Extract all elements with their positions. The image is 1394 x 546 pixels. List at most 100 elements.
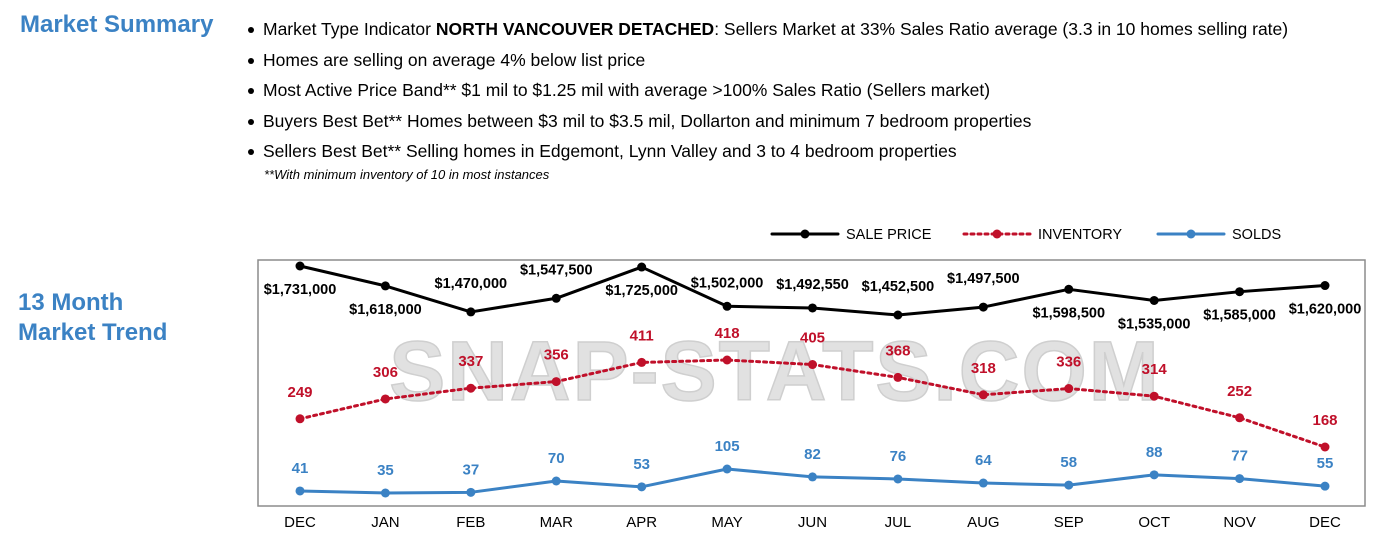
data-point <box>295 486 305 496</box>
data-point <box>893 372 903 382</box>
data-labels: $1,731,000 $1,618,000 $1,470,000 $1,547,500… <box>264 262 1362 479</box>
data-label: 336 <box>1056 354 1081 371</box>
data-point <box>1064 384 1074 394</box>
summary-bullet: Buyers Best Bet** Homes between $3 mil t… <box>246 106 1288 137</box>
summary-bullet: Most Active Price Band** $1 mil to $1.25… <box>246 75 1288 106</box>
data-point <box>808 472 817 482</box>
data-point <box>1320 481 1330 491</box>
bullet-text: Most Active Price Band** $1 mil to $1.25… <box>263 80 991 100</box>
x-tick-label: DEC <box>284 514 316 531</box>
data-label: 168 <box>1312 412 1337 429</box>
data-label: 405 <box>800 330 825 347</box>
data-point <box>1149 470 1159 480</box>
legend-label: INVENTORY <box>1038 227 1122 243</box>
summary-bullet: Market Type Indicator NORTH VANCOUVER DE… <box>246 14 1288 45</box>
trend-title-line: 13 Month <box>18 289 124 316</box>
data-point <box>637 482 647 492</box>
x-tick-label: AUG <box>967 514 1000 531</box>
watermark: SNAP-STATS.COM <box>389 324 1161 418</box>
data-label: $1,598,500 <box>1032 305 1105 321</box>
summary-bullet: Sellers Best Bet** Selling homes in Edge… <box>246 136 1288 167</box>
summary-bullet-list: Market Type Indicator NORTH VANCOUVER DE… <box>246 14 1288 167</box>
legend-marker <box>1186 229 1196 239</box>
data-label: 37 <box>462 461 479 478</box>
data-point <box>893 474 903 484</box>
data-point <box>978 302 988 312</box>
data-label: 314 <box>1142 361 1168 378</box>
legend-marker <box>992 229 1002 239</box>
data-point <box>722 301 732 311</box>
data-label: 70 <box>548 450 565 467</box>
legend: SALE PRICE INVENTORY SOLDS <box>770 227 1281 243</box>
data-label: $1,618,000 <box>349 302 422 318</box>
data-label: 77 <box>1231 448 1248 465</box>
data-point <box>978 478 988 488</box>
series-lines <box>295 261 1330 498</box>
market-name: NORTH VANCOUVER DETACHED <box>435 19 715 39</box>
data-point <box>1064 284 1074 294</box>
data-point <box>466 487 476 497</box>
data-label: 105 <box>715 438 740 455</box>
x-tick-label: DEC <box>1309 514 1341 531</box>
x-tick-label: FEB <box>456 514 485 531</box>
data-point <box>722 464 732 474</box>
data-label: 252 <box>1227 383 1252 400</box>
data-point <box>551 476 561 486</box>
trend-title-line: Market Trend <box>18 319 168 346</box>
market-summary-title: Market Summary <box>20 11 214 38</box>
data-label: 76 <box>890 448 907 465</box>
data-label: 88 <box>1146 444 1163 461</box>
x-axis-tick-labels: DEC JAN FEB MAR APR MAY JUN JUL AUG SEP OCT NOV DEC <box>284 514 1341 531</box>
data-point <box>380 488 390 498</box>
data-point <box>551 293 561 303</box>
data-point <box>1235 413 1245 423</box>
data-point <box>1149 295 1159 305</box>
data-label: 64 <box>975 452 992 469</box>
data-point <box>637 357 647 367</box>
data-label: 356 <box>544 347 569 364</box>
data-label: $1,535,000 <box>1118 316 1191 332</box>
data-label: 368 <box>885 342 910 359</box>
legend-label: SALE PRICE <box>846 227 932 243</box>
data-point <box>1149 391 1159 401</box>
data-point <box>1064 480 1074 490</box>
market-trend-title: 13 Month Market Trend <box>18 288 167 348</box>
legend-marker <box>800 229 810 239</box>
data-point <box>295 261 305 271</box>
data-label: $1,452,500 <box>862 279 935 295</box>
bullet-text: Homes are selling on average 4% below li… <box>263 49 646 70</box>
data-label: $1,470,000 <box>435 276 508 292</box>
data-label: 411 <box>630 327 654 344</box>
data-point <box>380 281 390 291</box>
x-tick-label: SEP <box>1054 514 1084 531</box>
data-label: 318 <box>971 360 996 377</box>
data-point <box>1235 287 1245 297</box>
data-point <box>808 360 817 370</box>
data-point <box>380 394 390 404</box>
data-label: 35 <box>377 462 394 479</box>
summary-bullet: Homes are selling on average 4% below li… <box>246 45 1288 76</box>
data-point <box>893 310 903 320</box>
data-label: 306 <box>373 364 398 381</box>
data-label: 53 <box>633 456 650 473</box>
footnote: **With minimum inventory of 10 in most i… <box>264 167 550 182</box>
x-tick-label: APR <box>626 514 657 531</box>
data-point <box>722 355 732 365</box>
data-point <box>1320 281 1330 291</box>
data-label: $1,725,000 <box>605 283 678 299</box>
x-tick-label: NOV <box>1223 514 1256 531</box>
data-label: 249 <box>287 384 312 401</box>
plot-frame <box>257 259 1366 507</box>
data-label: 58 <box>1060 454 1077 471</box>
data-label: 41 <box>292 460 309 477</box>
bullet-text: Buyers Best Bet** Homes between $3 mil t… <box>263 110 1032 131</box>
x-tick-label: MAR <box>540 514 574 531</box>
x-tick-label: JUN <box>798 514 827 531</box>
bullet-text: Sellers Best Bet** Selling homes in Edge… <box>263 141 957 161</box>
data-point <box>637 262 647 272</box>
x-tick-label: MAY <box>711 514 742 531</box>
data-label: $1,620,000 <box>1289 302 1362 318</box>
data-label: $1,547,500 <box>520 262 593 278</box>
data-point <box>978 390 988 400</box>
